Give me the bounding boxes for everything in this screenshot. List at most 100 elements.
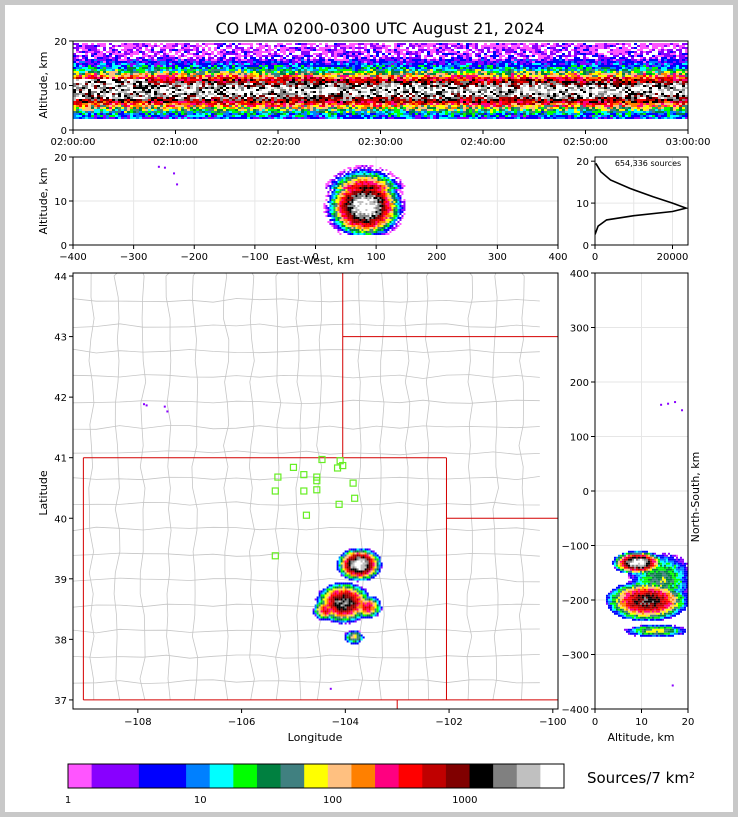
lma-station-marker: [339, 461, 347, 470]
ns-alt-heatmap: [605, 401, 688, 687]
figure-title: CO LMA 0200-0300 UTC August 21, 2024: [215, 19, 544, 38]
ns-alt-xlabel: Altitude, km: [607, 731, 674, 744]
lma-station-marker: [289, 463, 298, 471]
county-line: [248, 273, 255, 700]
county-line: [88, 273, 95, 700]
plan-y-tick-label: 40: [54, 514, 67, 525]
colorbar-cell: [327, 764, 352, 788]
lma-station-marker: [349, 479, 357, 487]
ew-x-tick-label: 400: [548, 252, 567, 263]
county-line: [73, 348, 540, 354]
colorbar: 1 10 100 1000 Sources/7 km²: [65, 763, 695, 806]
ns-y-tick-label: −200: [562, 596, 589, 607]
ns-y-tick-label: 200: [570, 378, 589, 389]
ns-alt-y-ticks: 400 300 200 100 0 −100 −200 −300 −400: [562, 269, 595, 716]
plan-y-tick-label: 44: [54, 272, 67, 283]
ns-alt-grid: [595, 273, 688, 709]
ew-x-tick-label: 0: [312, 252, 318, 263]
plan-y-tick-label: 42: [54, 393, 67, 404]
plan-stray-point: [145, 404, 148, 407]
ns-stray-point: [660, 403, 663, 406]
ns-x-tick-label: 10: [635, 717, 648, 728]
county-line: [73, 399, 540, 405]
th-x-tick-label: 02:50:00: [563, 137, 608, 148]
ew-x-tick-label: 300: [488, 252, 507, 263]
county-line: [73, 450, 540, 456]
colorbar-cell: [256, 764, 282, 788]
colorbar-cell: [540, 764, 565, 788]
ew-stray-point: [163, 166, 166, 169]
plan-view-frame: [72, 272, 559, 710]
plan-y-tick-label: 41: [54, 454, 67, 465]
county-line: [73, 654, 540, 659]
h-y-tick-label: 10: [576, 199, 589, 210]
county-line: [73, 628, 540, 634]
plan-view-ylabel: Latitude: [37, 470, 50, 516]
county-line: [378, 273, 385, 700]
lma-station-marker: [335, 500, 343, 508]
colorbar-cell: [209, 764, 234, 788]
plan-x-tick-label: −100: [539, 717, 566, 728]
county-line: [73, 603, 540, 608]
plan-y-tick-label: 43: [54, 333, 67, 344]
colorbar-label: Sources/7 km²: [587, 769, 695, 787]
colorbar-cell: [493, 764, 518, 788]
colorbar-ticks: 1 10 100 1000: [65, 795, 478, 806]
colorbar-tick-label: 10: [194, 795, 207, 806]
county-line: [424, 273, 430, 700]
plan-view-x-ticks: −108 −106 −104 −102 −100: [124, 709, 567, 728]
plan-x-tick-label: −108: [124, 717, 151, 728]
th-y-tick-label: 20: [54, 37, 67, 48]
plan-y-tick-label: 39: [54, 575, 67, 586]
colorbar-cells: [68, 764, 565, 788]
colorbar-cell: [186, 764, 211, 788]
plan-view-heatmap: [143, 403, 383, 690]
ns-stray-point: [667, 402, 670, 405]
ew-x-tick-label: −400: [59, 252, 86, 263]
plan-stray-point: [143, 403, 146, 406]
ew-alt-x-ticks: −400 −300 −200 −100 0 100 200 300 400: [59, 245, 568, 263]
ew-x-tick-label: −100: [241, 252, 268, 263]
county-line: [222, 273, 230, 700]
ns-y-tick-label: 400: [570, 269, 589, 280]
county-line: [73, 679, 540, 685]
colorbar-cell: [516, 764, 541, 788]
ew-alt-heatmap: [157, 165, 406, 235]
county-line: [466, 273, 474, 700]
lma-station-marker: [300, 487, 308, 495]
lma-station-marker: [274, 473, 282, 481]
colorbar-tick-label: 1000: [452, 795, 477, 806]
histogram-y-ticks: 0 10 20: [576, 157, 595, 252]
county-line: [191, 273, 199, 700]
county-lines: [73, 273, 540, 700]
th-x-tick-label: 03:00:00: [666, 137, 711, 148]
ew-stray-point: [173, 172, 176, 175]
th-y-tick-label: 10: [54, 82, 67, 93]
h-y-tick-label: 0: [583, 241, 589, 252]
time-height-ylabel: Altitude, km: [37, 51, 50, 118]
colorbar-cell: [422, 764, 447, 788]
ns-y-tick-label: 300: [570, 324, 589, 335]
ns-stray-point: [671, 684, 674, 687]
ns-y-tick-label: −100: [562, 542, 589, 553]
plan-stray-point: [166, 410, 169, 413]
county-line: [165, 273, 172, 700]
lma-station-marker: [271, 552, 279, 560]
state-borders: [82, 273, 558, 709]
histogram-grid: [595, 157, 688, 245]
histogram-panel: 654,336 sources 0 20000 0 10 20: [576, 156, 689, 263]
th-x-tick-label: 02:20:00: [256, 137, 301, 148]
plan-stray-point: [163, 405, 166, 408]
colorbar-cell: [398, 764, 423, 788]
colorbar-cell: [304, 764, 329, 788]
lma-station-marker: [351, 494, 359, 502]
ew-alt-y-ticks: 0 10 20: [54, 153, 73, 252]
ns-y-tick-label: −400: [562, 705, 589, 716]
lma-station-marker: [271, 487, 279, 495]
plan-y-tick-label: 38: [54, 635, 67, 646]
histogram-frame: [594, 156, 689, 246]
histogram-source-count: 654,336 sources: [615, 159, 681, 168]
county-line: [73, 374, 540, 379]
time-height-y-ticks: 0 10 20: [54, 37, 73, 137]
